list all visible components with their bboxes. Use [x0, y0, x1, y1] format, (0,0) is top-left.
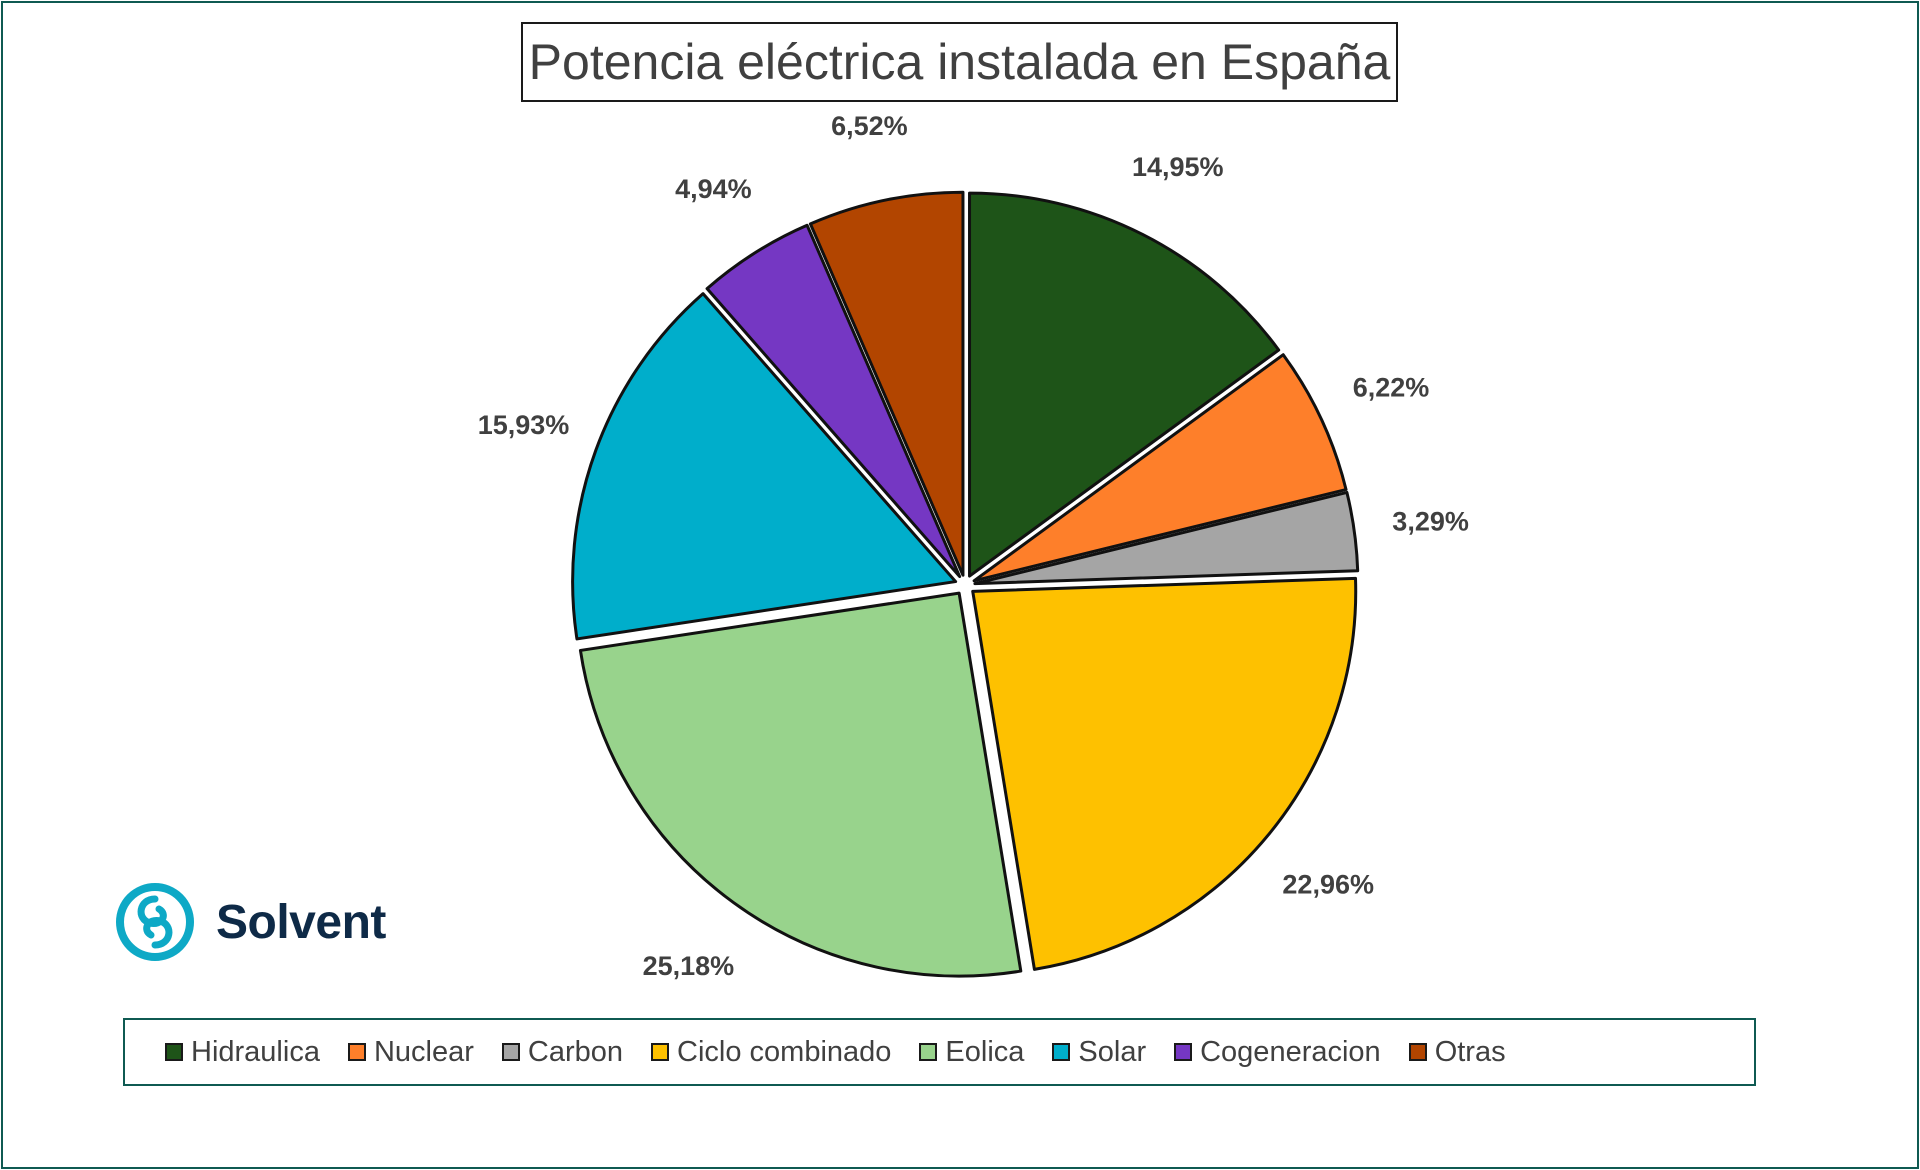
logo-text: Solvent	[216, 895, 386, 949]
legend-item-eolica: Eolica	[919, 1036, 1024, 1069]
legend-label: Cogeneracion	[1200, 1035, 1381, 1068]
legend-item-carbon: Carbon	[501, 1035, 624, 1069]
legend-item-hidraulica: Hidraulica	[165, 1036, 320, 1069]
legend-swatch	[1408, 1043, 1427, 1061]
legend-item-cogeneracion: Cogeneracion	[1174, 1036, 1381, 1069]
data-label-carbon: 3,29%	[1392, 507, 1469, 537]
data-label-hidraulica: 14,95%	[1132, 152, 1224, 182]
pie-slice-eolica	[578, 591, 1023, 978]
pie-slice-carbon	[973, 490, 1360, 586]
data-label-solar: 15,93%	[478, 410, 570, 440]
legend-label: Ciclo combinado	[677, 1035, 892, 1068]
legend-swatch	[1052, 1043, 1071, 1061]
pie-slice-otras	[808, 190, 965, 577]
legend-item-otras: Otras	[1408, 1035, 1506, 1069]
legend-label: Eolica	[945, 1035, 1025, 1068]
data-label-otras: 6,52%	[831, 111, 908, 141]
legend-swatch	[651, 1043, 670, 1061]
data-label-nuclear: 6,22%	[1353, 373, 1430, 403]
legend-swatch	[165, 1043, 183, 1061]
chart-legend: Hidraulica Nuclear Carbon Ciclo combinado Eo…	[123, 1018, 1756, 1086]
data-label-ciclo-combinado: 22,96%	[1282, 869, 1374, 899]
pie-slice-cogeneracion	[705, 223, 962, 579]
solvent-logo: Solvent	[114, 881, 386, 963]
pie-slice-hidraulica	[968, 191, 1281, 578]
legend-label: Solar	[1078, 1035, 1147, 1068]
pie-slice-ciclo-combinado	[971, 576, 1358, 971]
legend-item-solar: Solar	[1052, 1036, 1146, 1069]
swirl-logo-icon	[116, 883, 194, 961]
chart-title-box: Potencia eléctrica instalada en España	[521, 22, 1398, 102]
data-label-cogeneracion: 4,94%	[675, 174, 752, 204]
legend-swatch	[1174, 1043, 1193, 1061]
data-label-eolica: 25,18%	[643, 951, 735, 981]
pie-slice-nuclear	[972, 353, 1348, 583]
legend-label: Hidraulica	[191, 1035, 320, 1068]
legend-label: Otras	[1434, 1035, 1506, 1068]
legend-label: Carbon	[527, 1035, 624, 1068]
legend-swatch	[347, 1043, 366, 1061]
legend-swatch	[919, 1043, 938, 1061]
legend-swatch	[501, 1043, 520, 1061]
legend-item-nuclear: Nuclear	[347, 1035, 474, 1069]
legend-label: Nuclear	[373, 1035, 474, 1068]
pie-slice-solar	[571, 292, 958, 641]
legend-item-ciclo-combinado: Ciclo combinado	[651, 1036, 891, 1069]
chart-title: Potencia eléctrica instalada en España	[528, 34, 1391, 90]
